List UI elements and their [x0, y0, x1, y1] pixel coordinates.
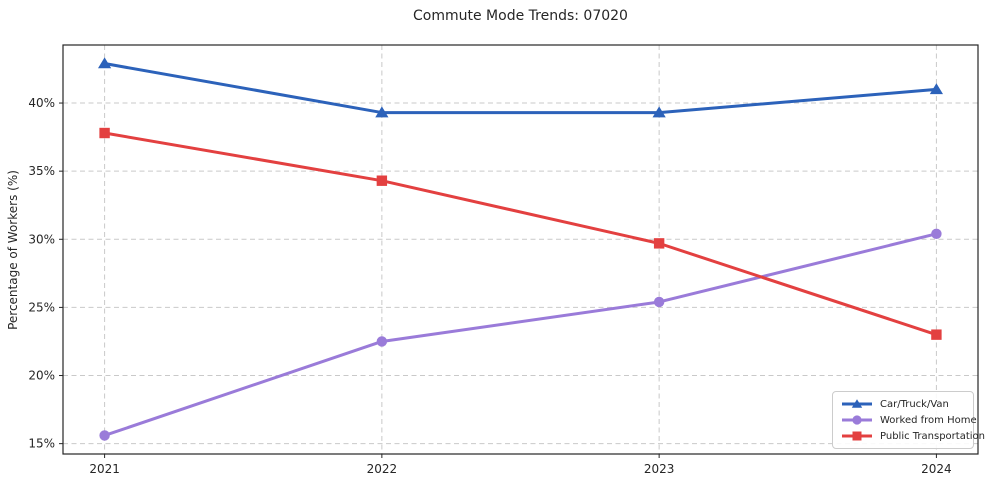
- y-tick-label: 40%: [28, 96, 55, 110]
- series-public-transportation: [99, 127, 942, 340]
- x-tick-label: 2024: [921, 462, 952, 476]
- legend-label: Worked from Home: [880, 414, 977, 426]
- series-car-truck-van: [97, 57, 944, 118]
- y-tick-label: 20%: [28, 369, 55, 383]
- legend: Car/Truck/Van Worked from Home Public Tr…: [832, 391, 985, 449]
- y-tick-label: 35%: [28, 164, 55, 178]
- circle-marker-icon: [653, 296, 665, 308]
- legend-item-car-truck-van: Car/Truck/Van: [841, 397, 965, 411]
- square-marker-icon: [376, 175, 388, 186]
- circle-marker-icon: [99, 430, 110, 441]
- legend-item-public-transportation: Public Transportation: [841, 429, 985, 443]
- y-axis-label: Percentage of Workers (%): [6, 170, 20, 330]
- y-tick-label: 25%: [28, 300, 55, 314]
- triangle-marker-icon: [841, 398, 873, 410]
- x-tick-label: 2022: [367, 462, 398, 476]
- legend-label: Car/Truck/Van: [880, 398, 949, 410]
- legend-label: Public Transportation: [880, 430, 985, 442]
- circle-marker-icon: [931, 228, 942, 240]
- legend-item-worked-from-home: Worked from Home: [841, 413, 977, 427]
- circle-marker-icon: [376, 336, 388, 347]
- legend-swatch-line: [842, 399, 872, 408]
- circle-marker-icon: [852, 415, 862, 425]
- square-marker-icon: [653, 238, 665, 249]
- triangle-marker-icon: [97, 57, 112, 69]
- triangle-marker-icon: [929, 83, 944, 95]
- x-tick-label: 2023: [644, 462, 675, 476]
- legend-swatch-line: [842, 431, 872, 441]
- y-tick-label: 30%: [28, 232, 55, 246]
- triangle-marker-icon: [652, 106, 666, 118]
- series-line: [103, 131, 938, 337]
- chart-title: Commute Mode Trends: 07020: [413, 8, 628, 24]
- square-marker-icon: [841, 430, 873, 442]
- x-tick-label: 2021: [89, 462, 120, 476]
- axes-spines: [62, 44, 979, 455]
- legend-swatch-line: [842, 415, 872, 425]
- square-marker-icon: [99, 127, 110, 139]
- series-line: [103, 232, 938, 437]
- square-marker-icon: [852, 431, 862, 441]
- y-tick-label: 15%: [28, 437, 55, 451]
- series-worked-from-home: [99, 228, 942, 441]
- triangle-marker-icon: [375, 106, 389, 118]
- triangle-marker-icon: [851, 399, 863, 408]
- series-line: [103, 62, 938, 115]
- circle-marker-icon: [841, 414, 873, 426]
- square-marker-icon: [931, 329, 942, 340]
